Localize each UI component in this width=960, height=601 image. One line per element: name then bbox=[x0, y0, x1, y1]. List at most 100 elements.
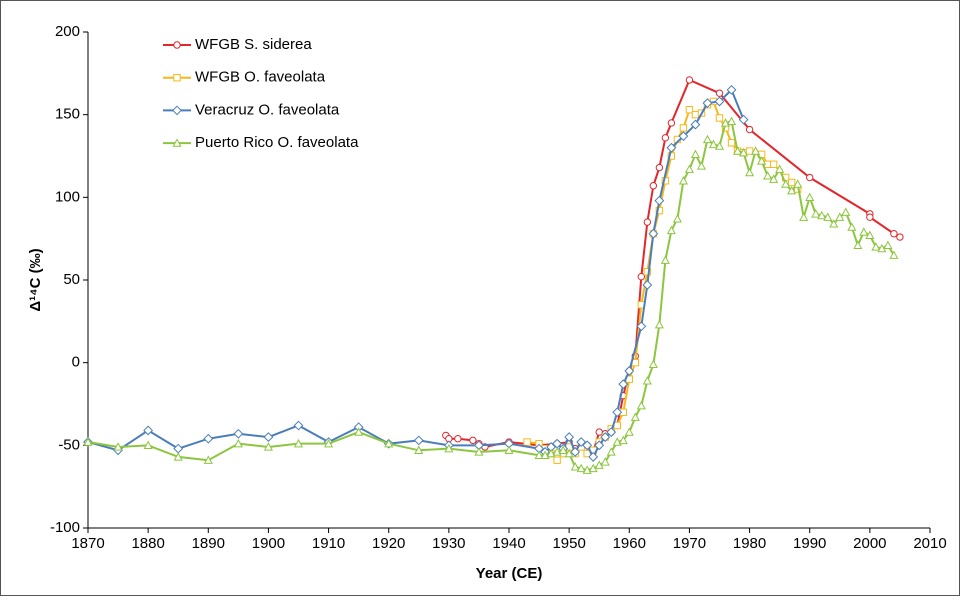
marker bbox=[553, 456, 561, 464]
x-tick-label: 1910 bbox=[312, 535, 345, 552]
x-tick-label: 1880 bbox=[131, 535, 164, 552]
marker bbox=[618, 435, 628, 445]
marker bbox=[883, 240, 893, 249]
marker bbox=[576, 437, 587, 447]
marker bbox=[799, 212, 809, 221]
marker bbox=[612, 407, 623, 418]
marker bbox=[534, 450, 544, 459]
marker bbox=[896, 233, 904, 241]
marker bbox=[173, 74, 181, 82]
marker bbox=[702, 134, 713, 144]
marker bbox=[454, 435, 462, 443]
marker bbox=[733, 146, 743, 155]
marker bbox=[655, 163, 664, 172]
x-tick-label: 1900 bbox=[252, 535, 285, 552]
marker bbox=[823, 212, 833, 221]
marker bbox=[642, 376, 652, 385]
marker bbox=[811, 209, 821, 218]
legend-label: Puerto Rico O. faveolata bbox=[195, 134, 359, 151]
y-tick-label: 0 bbox=[72, 354, 80, 371]
y-tick-label: -50 bbox=[58, 436, 80, 453]
marker bbox=[726, 84, 737, 95]
marker bbox=[654, 319, 664, 329]
marker bbox=[582, 440, 593, 451]
marker bbox=[648, 228, 659, 239]
marker bbox=[890, 230, 898, 238]
marker bbox=[233, 428, 244, 439]
marker bbox=[504, 445, 514, 454]
marker bbox=[661, 134, 670, 142]
marker bbox=[172, 105, 182, 116]
marker bbox=[714, 96, 725, 107]
marker bbox=[143, 440, 153, 450]
marker bbox=[715, 89, 724, 97]
x-tick-label: 1920 bbox=[372, 535, 405, 552]
marker bbox=[523, 438, 531, 446]
marker bbox=[588, 451, 599, 462]
marker bbox=[775, 164, 785, 173]
marker bbox=[817, 210, 827, 220]
marker bbox=[866, 213, 874, 221]
marker bbox=[769, 160, 778, 168]
marker bbox=[630, 412, 640, 421]
marker bbox=[600, 432, 611, 442]
y-axis-title: Δ¹⁴C (‰) bbox=[27, 248, 44, 311]
marker bbox=[595, 428, 603, 436]
marker bbox=[769, 174, 779, 183]
marker bbox=[263, 442, 273, 451]
marker bbox=[606, 447, 616, 456]
marker bbox=[600, 457, 610, 466]
marker bbox=[558, 445, 568, 454]
marker bbox=[606, 427, 617, 438]
marker bbox=[745, 167, 755, 177]
marker bbox=[751, 146, 761, 155]
marker bbox=[263, 432, 274, 442]
marker bbox=[570, 462, 580, 471]
marker bbox=[757, 156, 767, 165]
marker bbox=[660, 255, 670, 264]
marker bbox=[324, 438, 334, 448]
y-tick-label: 150 bbox=[55, 106, 80, 123]
marker bbox=[143, 425, 154, 436]
marker bbox=[624, 427, 634, 436]
marker bbox=[172, 138, 182, 147]
marker bbox=[781, 179, 791, 188]
marker bbox=[384, 438, 394, 448]
marker bbox=[702, 98, 713, 109]
marker bbox=[787, 185, 797, 195]
y-tick-label: -100 bbox=[50, 519, 80, 536]
x-axis-title: Year (CE) bbox=[476, 565, 543, 582]
marker bbox=[203, 455, 213, 464]
marker bbox=[745, 125, 754, 134]
marker bbox=[787, 178, 796, 187]
marker bbox=[642, 280, 653, 290]
marker bbox=[637, 272, 646, 281]
marker bbox=[865, 230, 875, 240]
marker bbox=[233, 438, 243, 448]
x-tick-label: 1970 bbox=[673, 535, 706, 552]
marker bbox=[618, 379, 629, 390]
y-tick-label: 50 bbox=[63, 271, 80, 288]
marker bbox=[414, 445, 424, 454]
marker bbox=[691, 110, 700, 119]
marker bbox=[354, 427, 364, 436]
x-tick-label: 1980 bbox=[733, 535, 766, 552]
x-tick-label: 1890 bbox=[192, 535, 225, 552]
marker bbox=[576, 463, 586, 473]
x-tick-label: 1990 bbox=[793, 535, 826, 552]
x-tick-label: 1960 bbox=[613, 535, 646, 552]
marker bbox=[655, 206, 664, 215]
x-tick-label: 1870 bbox=[71, 535, 104, 552]
x-tick-label: 2010 bbox=[913, 535, 946, 552]
marker bbox=[835, 212, 845, 221]
marker bbox=[841, 207, 851, 216]
legend-label: Veracruz O. faveolata bbox=[195, 101, 340, 118]
marker bbox=[83, 437, 93, 446]
marker bbox=[690, 119, 701, 130]
y-tick-label: 100 bbox=[55, 188, 80, 205]
marker bbox=[643, 268, 652, 276]
marker bbox=[889, 250, 899, 259]
marker bbox=[173, 41, 181, 49]
marker bbox=[684, 164, 694, 173]
